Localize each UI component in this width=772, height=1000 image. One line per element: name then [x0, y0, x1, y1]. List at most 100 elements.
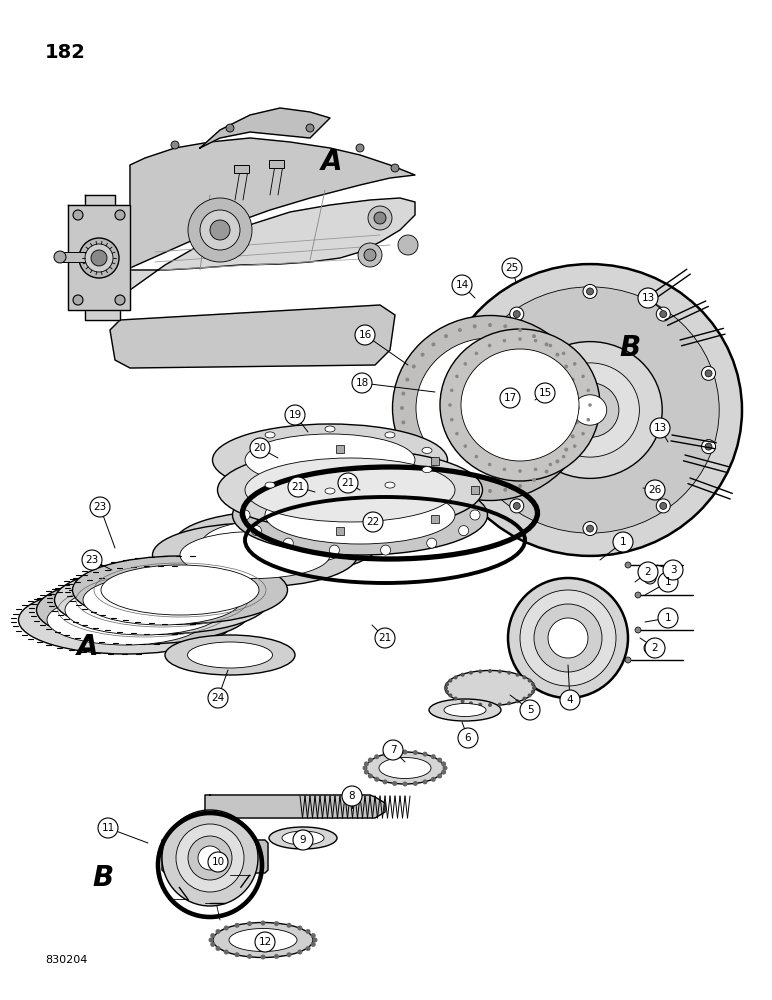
Circle shape [115, 295, 125, 305]
Circle shape [449, 679, 452, 683]
Circle shape [363, 766, 367, 770]
Circle shape [405, 434, 409, 438]
Circle shape [468, 443, 475, 450]
Circle shape [478, 669, 482, 673]
Ellipse shape [180, 532, 330, 578]
Circle shape [441, 770, 446, 775]
Circle shape [613, 532, 633, 552]
Bar [336, 527, 344, 535]
Circle shape [488, 703, 492, 707]
Text: 25: 25 [506, 263, 519, 273]
Circle shape [368, 206, 392, 230]
Text: 5: 5 [527, 705, 533, 715]
Circle shape [224, 950, 229, 955]
Circle shape [475, 352, 478, 355]
Circle shape [255, 932, 275, 952]
Circle shape [468, 370, 475, 377]
Circle shape [444, 686, 448, 690]
Circle shape [533, 468, 537, 471]
Circle shape [363, 512, 383, 532]
Circle shape [297, 925, 303, 930]
Circle shape [200, 210, 240, 250]
Circle shape [306, 946, 310, 951]
Circle shape [656, 307, 670, 321]
Circle shape [544, 470, 549, 474]
Ellipse shape [392, 316, 587, 500]
Circle shape [306, 929, 310, 934]
Text: 14: 14 [455, 280, 469, 290]
Circle shape [513, 502, 520, 509]
Bar [234, 165, 249, 173]
Ellipse shape [47, 595, 205, 645]
Circle shape [364, 249, 376, 261]
Circle shape [445, 682, 449, 686]
Circle shape [500, 388, 520, 408]
Circle shape [368, 774, 373, 778]
Circle shape [310, 933, 316, 938]
Circle shape [532, 334, 536, 338]
Circle shape [513, 311, 520, 318]
Circle shape [576, 406, 580, 410]
Circle shape [421, 459, 425, 463]
Circle shape [79, 238, 119, 278]
Circle shape [510, 499, 523, 513]
Circle shape [306, 124, 314, 132]
Ellipse shape [518, 342, 662, 478]
Ellipse shape [561, 383, 619, 437]
Circle shape [503, 468, 506, 471]
Circle shape [330, 545, 340, 555]
Ellipse shape [101, 565, 259, 615]
Circle shape [310, 942, 316, 947]
Ellipse shape [379, 758, 431, 778]
Circle shape [437, 774, 442, 778]
Circle shape [445, 690, 449, 694]
Circle shape [260, 920, 266, 926]
Circle shape [364, 761, 369, 766]
Ellipse shape [366, 752, 444, 784]
Text: 15: 15 [538, 388, 552, 398]
Ellipse shape [444, 704, 486, 716]
Circle shape [215, 946, 221, 951]
Circle shape [90, 497, 110, 517]
Circle shape [588, 403, 592, 407]
Circle shape [288, 477, 308, 497]
Ellipse shape [416, 338, 564, 478]
Circle shape [503, 324, 507, 328]
Circle shape [658, 572, 678, 592]
Circle shape [285, 405, 305, 425]
Circle shape [518, 484, 522, 488]
Circle shape [401, 392, 405, 396]
Circle shape [458, 484, 462, 488]
Text: 13: 13 [642, 293, 655, 303]
Circle shape [405, 378, 409, 382]
Circle shape [459, 526, 469, 536]
Ellipse shape [269, 827, 337, 849]
Circle shape [411, 448, 416, 452]
Circle shape [635, 627, 641, 633]
Ellipse shape [36, 576, 252, 644]
Circle shape [475, 455, 478, 458]
Circle shape [73, 295, 83, 305]
Circle shape [518, 469, 522, 473]
Circle shape [374, 777, 379, 782]
Text: 21: 21 [291, 482, 305, 492]
Text: 21: 21 [341, 478, 354, 488]
Ellipse shape [265, 482, 275, 488]
Circle shape [656, 499, 670, 513]
Circle shape [162, 810, 258, 906]
Circle shape [573, 362, 577, 366]
Circle shape [413, 750, 418, 755]
Circle shape [469, 671, 473, 675]
Circle shape [455, 432, 459, 435]
Text: 1: 1 [665, 613, 672, 623]
Text: 16: 16 [358, 330, 371, 340]
Ellipse shape [229, 928, 297, 952]
Circle shape [516, 673, 520, 677]
Text: A: A [77, 633, 99, 661]
Circle shape [549, 463, 552, 466]
Circle shape [82, 550, 102, 570]
Circle shape [549, 344, 552, 347]
Circle shape [342, 786, 362, 806]
Polygon shape [85, 195, 120, 320]
Ellipse shape [438, 264, 742, 556]
